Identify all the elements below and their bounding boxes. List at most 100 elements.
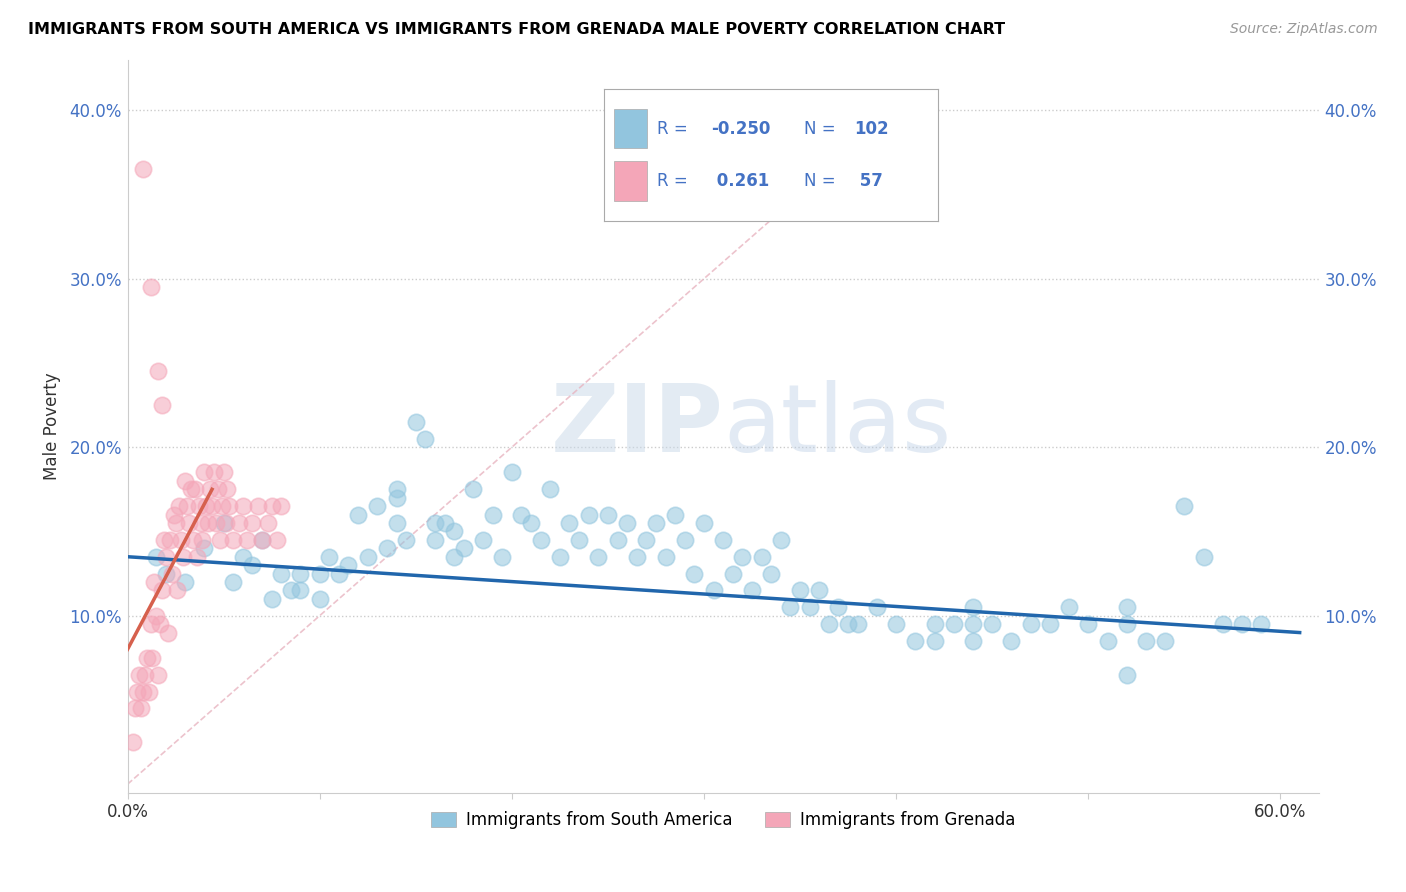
Point [156,625,179,640]
Point [247,499,270,513]
Point [155,566,177,581]
Point [128,667,150,681]
Point [127,684,149,698]
Point [170,533,193,547]
Point [1230,617,1253,632]
Point [172,549,194,564]
Point [779,600,801,615]
Point [538,483,561,497]
Point [818,617,841,632]
Point [337,558,360,573]
Point [132,684,155,698]
Point [846,617,869,632]
Point [673,533,696,547]
Point [187,499,209,513]
Point [433,516,456,530]
Point [308,566,330,581]
Point [962,600,984,615]
Point [1173,499,1195,513]
Point [347,508,370,522]
Point [808,583,831,598]
Point [260,499,283,513]
Point [1154,634,1177,648]
Point [129,701,152,715]
Point [235,533,257,547]
Point [596,508,619,522]
Point [366,499,388,513]
Point [616,516,638,530]
Point [191,533,214,547]
Point [122,735,145,749]
Point [222,574,245,589]
Point [510,508,533,522]
Point [159,533,181,547]
Point [145,549,167,564]
Point [197,516,219,530]
Point [184,483,207,497]
Point [481,508,503,522]
Point [162,508,184,522]
Point [155,549,177,564]
Point [472,533,495,547]
Point [789,583,811,598]
Point [1039,617,1062,632]
Point [214,516,236,530]
Point [202,466,225,480]
Point [385,483,408,497]
Point [169,499,191,513]
Point [134,667,156,681]
Point [211,499,233,513]
Point [962,617,984,632]
Point [150,398,173,412]
Point [711,533,734,547]
Point [232,549,254,564]
Point [827,600,849,615]
Point [636,533,658,547]
Point [741,583,763,598]
Point [626,549,648,564]
Point [1250,617,1272,632]
Point [308,591,330,606]
Text: atlas: atlas [723,380,952,472]
Point [212,516,235,530]
Point [799,600,821,615]
Point [1212,617,1234,632]
Point [318,549,340,564]
Point [186,549,208,564]
Point [491,549,513,564]
Point [222,533,245,547]
Point [181,533,204,547]
Point [423,533,446,547]
Point [769,533,792,547]
Point [423,516,446,530]
Point [703,583,725,598]
Point [904,634,927,648]
Point [664,508,686,522]
Point [256,516,278,530]
Point [357,549,380,564]
Point [228,516,250,530]
Text: ZIP: ZIP [550,380,723,472]
Point [174,474,197,488]
Point [193,541,215,556]
Point [124,701,146,715]
Point [139,617,162,632]
Point [942,617,965,632]
Point [132,162,155,177]
Point [180,483,202,497]
Point [588,549,610,564]
Point [148,364,170,378]
Point [884,617,907,632]
Point [1115,667,1137,681]
Point [501,466,523,480]
Point [198,483,221,497]
Point [924,634,946,648]
Point [165,516,187,530]
Point [463,483,485,497]
Point [270,566,292,581]
Point [195,499,218,513]
Point [250,533,273,547]
Point [141,650,163,665]
Point [177,516,200,530]
Point [837,617,859,632]
